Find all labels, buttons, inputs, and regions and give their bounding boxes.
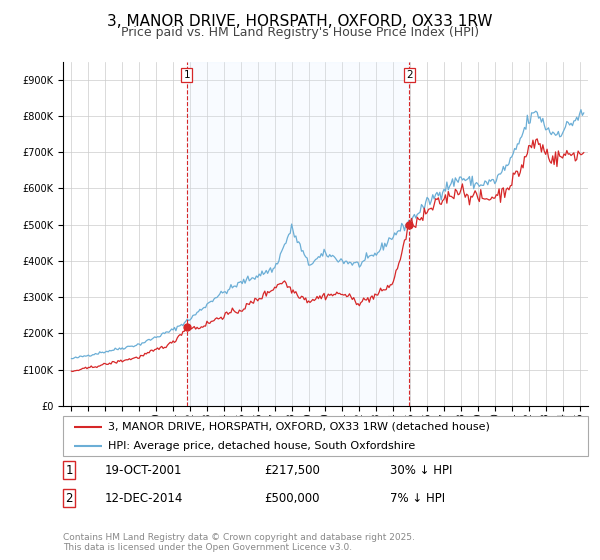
- Text: 2: 2: [406, 70, 413, 80]
- Text: 3, MANOR DRIVE, HORSPATH, OXFORD, OX33 1RW (detached house): 3, MANOR DRIVE, HORSPATH, OXFORD, OX33 1…: [107, 422, 490, 432]
- Text: 1: 1: [184, 70, 190, 80]
- Text: 12-DEC-2014: 12-DEC-2014: [105, 492, 184, 505]
- Text: 2: 2: [65, 492, 73, 505]
- Text: This data is licensed under the Open Government Licence v3.0.: This data is licensed under the Open Gov…: [63, 543, 352, 552]
- Bar: [187, 62, 409, 406]
- Text: 7% ↓ HPI: 7% ↓ HPI: [390, 492, 445, 505]
- Text: £217,500: £217,500: [264, 464, 320, 477]
- Text: Price paid vs. HM Land Registry's House Price Index (HPI): Price paid vs. HM Land Registry's House …: [121, 26, 479, 39]
- Text: 1: 1: [65, 464, 73, 477]
- Text: HPI: Average price, detached house, South Oxfordshire: HPI: Average price, detached house, Sout…: [107, 441, 415, 450]
- Text: 19-OCT-2001: 19-OCT-2001: [105, 464, 182, 477]
- Text: 30% ↓ HPI: 30% ↓ HPI: [390, 464, 452, 477]
- Text: 3, MANOR DRIVE, HORSPATH, OXFORD, OX33 1RW: 3, MANOR DRIVE, HORSPATH, OXFORD, OX33 1…: [107, 14, 493, 29]
- Text: Contains HM Land Registry data © Crown copyright and database right 2025.: Contains HM Land Registry data © Crown c…: [63, 533, 415, 542]
- Text: £500,000: £500,000: [264, 492, 320, 505]
